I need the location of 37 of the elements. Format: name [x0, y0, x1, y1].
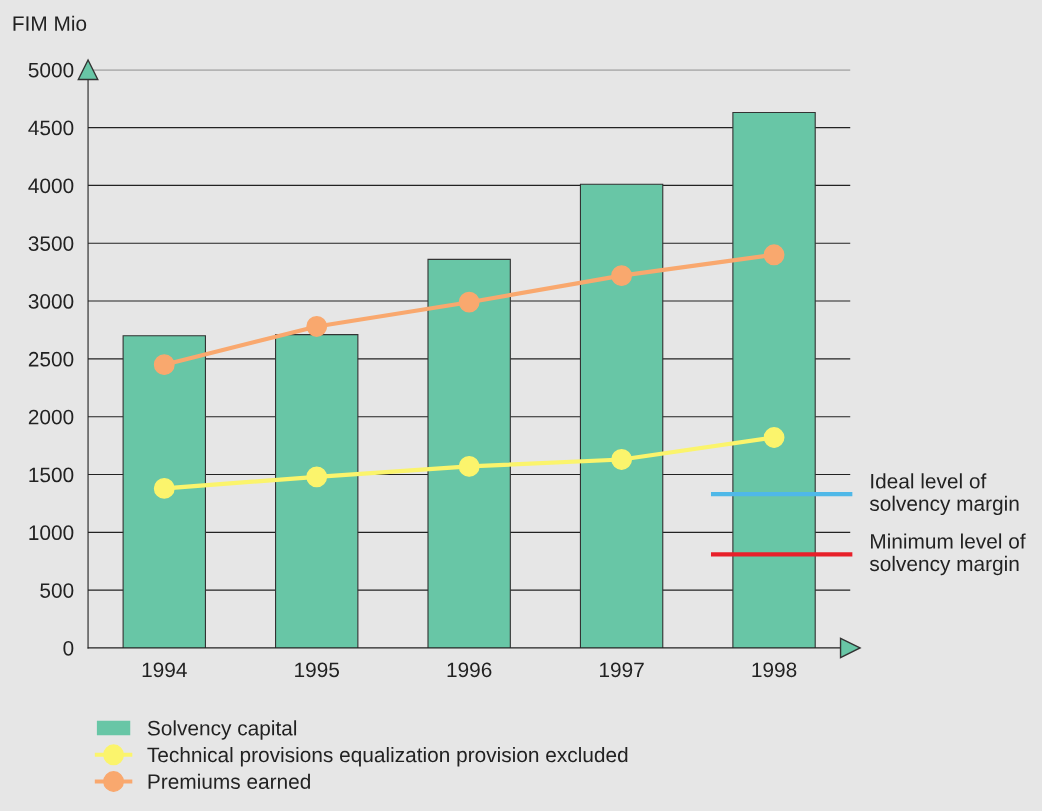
y-tick-label: 5000: [28, 62, 74, 78]
point: [153, 354, 175, 376]
point: [306, 466, 328, 488]
bar: [122, 335, 206, 648]
legend-label: Solvency capital: [147, 720, 297, 740]
x-tick-label: 1994: [142, 662, 187, 678]
x-tick-label: 1997: [600, 662, 644, 678]
ref-line-label: Minimum level of solvency margin: [869, 533, 1026, 576]
y-tick-label: 3500: [28, 236, 74, 251]
y-tick-label: 3000: [28, 294, 74, 309]
bar: [427, 258, 511, 648]
bar: [275, 334, 359, 648]
ref-line-label: Ideal level of solvency margin: [869, 473, 1019, 516]
y-tick-label: 500: [40, 583, 74, 598]
x-tick-label: 1995: [295, 662, 340, 678]
legend-label: Technical provisions equalization provision excluded: [147, 746, 628, 767]
bar: [579, 183, 664, 648]
point: [611, 265, 633, 287]
y-tick-label: 2500: [28, 351, 74, 367]
point: [458, 456, 480, 477]
bar: [732, 111, 816, 648]
point: [306, 316, 328, 337]
legend-label: Premiums earned: [148, 773, 310, 789]
y-tick-label: 4000: [28, 178, 74, 194]
y-tick-label: 0: [63, 640, 74, 656]
point: [763, 244, 785, 266]
y-tick-label: 2000: [28, 409, 74, 425]
point: [763, 427, 785, 448]
point: [458, 291, 480, 313]
x-tick-label: 1996: [447, 662, 492, 678]
y-tick-label: 1500: [29, 467, 74, 483]
point: [611, 449, 633, 470]
y-tick-label: 4500: [28, 120, 74, 136]
point: [153, 477, 175, 499]
x-tick-label: 1998: [752, 662, 797, 678]
y-tick-label: 1000: [29, 525, 74, 541]
y-axis-title: FIM Mio: [13, 15, 87, 31]
